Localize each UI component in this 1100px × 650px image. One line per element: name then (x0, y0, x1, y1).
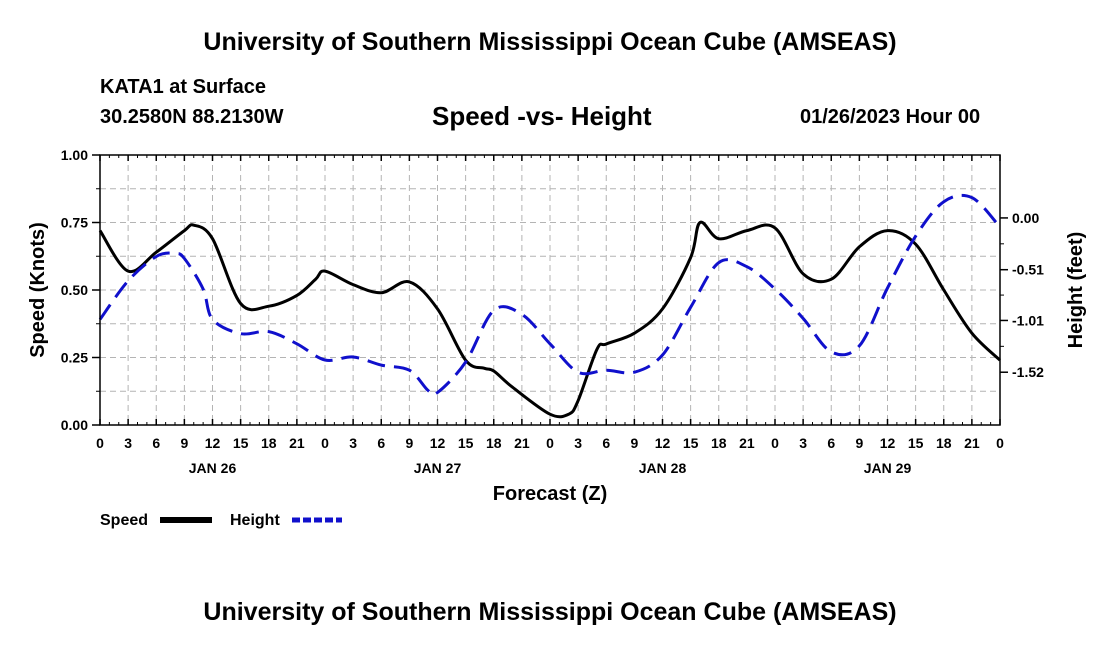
x-tick-label: 21 (964, 435, 980, 451)
day-label: JAN 28 (639, 460, 687, 476)
x-tick-label: 6 (827, 435, 835, 451)
x-tick-label: 12 (655, 435, 671, 451)
x-tick-label: 18 (711, 435, 727, 451)
x-tick-label: 12 (205, 435, 221, 451)
series-layer (98, 193, 1002, 419)
day-label: JAN 27 (414, 460, 462, 476)
x-tick-label: 12 (880, 435, 896, 451)
legend: Speed Height (100, 512, 342, 529)
x-tick-label: 9 (630, 435, 638, 451)
y2-axis-title: Height (feet) (1065, 232, 1087, 349)
x-tick-label: 0 (771, 435, 779, 451)
header-title: University of Southern Mississippi Ocean… (203, 28, 897, 56)
x-tick-label: 0 (996, 435, 1004, 451)
y2-tick-label: -1.52 (1012, 364, 1044, 380)
forecast-date: 01/26/2023 Hour 00 (800, 106, 981, 128)
station-coordinates: 30.2580N 88.2130W (100, 106, 284, 128)
y2-tick-label: -0.51 (1012, 262, 1044, 278)
x-tick-label: 6 (377, 435, 385, 451)
x-tick-label: 21 (739, 435, 755, 451)
x-tick-label: 6 (152, 435, 160, 451)
x-tick-label: 0 (546, 435, 554, 451)
x-tick-label: 15 (233, 435, 249, 451)
y-tick-label: 1.00 (61, 147, 88, 163)
footer-title: University of Southern Mississippi Ocean… (203, 598, 897, 626)
day-label: JAN 29 (864, 460, 912, 476)
speed-series-line (98, 220, 1002, 419)
x-tick-label: 6 (602, 435, 610, 451)
height-series-line (98, 193, 1002, 397)
x-tick-label: 15 (458, 435, 474, 451)
grid (100, 155, 1000, 425)
x-tick-label: 12 (430, 435, 446, 451)
legend-label-speed: Speed (100, 512, 148, 529)
x-tick-label: 15 (683, 435, 699, 451)
y-tick-label: 0.50 (61, 282, 88, 298)
x-tick-label: 18 (261, 435, 277, 451)
y-tick-label: 0.75 (61, 215, 88, 231)
chart-title: Speed -vs- Height (432, 101, 652, 131)
day-label: JAN 26 (189, 460, 237, 476)
y-tick-label: 0.00 (61, 417, 88, 433)
x-tick-label: 3 (349, 435, 357, 451)
station-name: KATA1 at Surface (100, 76, 266, 98)
x-tick-label: 3 (574, 435, 582, 451)
x-tick-label: 18 (486, 435, 502, 451)
x-tick-label: 3 (799, 435, 807, 451)
x-tick-label: 0 (321, 435, 329, 451)
x-tick-label: 3 (124, 435, 132, 451)
x-tick-label: 15 (908, 435, 924, 451)
y2-tick-label: -1.01 (1012, 312, 1044, 328)
y-tick-label: 0.25 (61, 350, 88, 366)
x-tick-label: 0 (96, 435, 104, 451)
x-tick-label: 9 (180, 435, 188, 451)
axes: 0 3 6 9 12 15 18 21 0 3 6 9 12 15 18 21 0 3 6 9 12 15 18 21 0 3 6 9… (27, 147, 1087, 505)
x-tick-label: 21 (514, 435, 530, 451)
legend-label-height: Height (230, 512, 280, 529)
y2-tick-label: 0.00 (1012, 210, 1039, 226)
x-tick-label: 18 (936, 435, 952, 451)
y-axis-title: Speed (Knots) (27, 222, 49, 358)
x-tick-label: 21 (289, 435, 305, 451)
x-axis-title: Forecast (Z) (493, 483, 607, 505)
x-tick-label: 9 (855, 435, 863, 451)
x-tick-label: 9 (405, 435, 413, 451)
